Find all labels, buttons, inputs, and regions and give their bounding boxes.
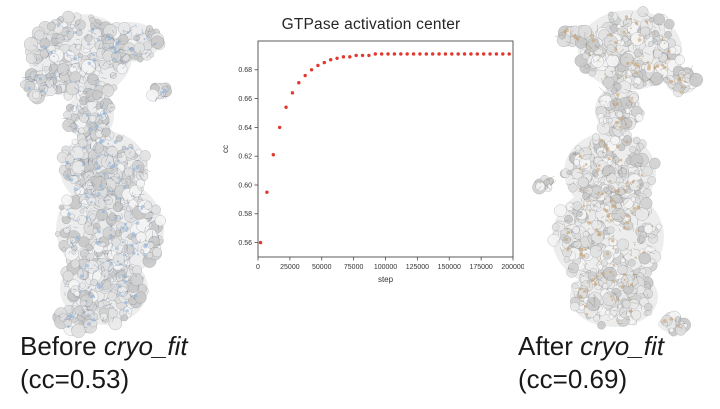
chart-panel: GTPase activation center 0 25000 50000 7500… — [218, 8, 524, 292]
svg-text:step: step — [378, 275, 394, 284]
after-structure-image — [532, 6, 704, 337]
left-caption-cc-value: (cc=0.53) — [20, 364, 130, 395]
svg-text:0.66: 0.66 — [238, 96, 252, 103]
before-structure-image — [19, 10, 172, 338]
svg-text:0: 0 — [256, 264, 260, 271]
right-caption-program-name: cryo_fit — [580, 331, 664, 361]
right-caption-line1: After cryo_fit — [518, 330, 664, 363]
svg-text:0.60: 0.60 — [238, 182, 252, 189]
svg-text:0.68: 0.68 — [238, 67, 252, 74]
svg-text:25000: 25000 — [280, 264, 300, 271]
right-caption-prefix: After — [518, 331, 581, 361]
svg-text:100000: 100000 — [374, 264, 397, 271]
left-caption-program-name: cryo_fit — [103, 331, 188, 361]
left-caption: Before cryo_fit (cc=0.53) — [20, 330, 188, 397]
left-caption-line1: Before cryo_fit — [20, 330, 188, 363]
svg-text:75000: 75000 — [344, 264, 364, 271]
svg-text:0.64: 0.64 — [238, 125, 252, 132]
svg-text:150000: 150000 — [438, 264, 461, 271]
svg-text:0.58: 0.58 — [238, 211, 252, 218]
chart-title: GTPase activation center — [281, 16, 461, 33]
right-caption-cc-value: (cc=0.69) — [518, 364, 628, 395]
cc-vs-step-scatter-plot: 0 25000 50000 75000 100000 125000 150000 175000… — [221, 40, 524, 284]
svg-text:200000: 200000 — [501, 264, 524, 271]
svg-text:50000: 50000 — [312, 264, 332, 271]
svg-text:175000: 175000 — [469, 264, 492, 271]
svg-text:125000: 125000 — [406, 264, 429, 271]
svg-text:0.56: 0.56 — [238, 240, 252, 247]
svg-text:0.62: 0.62 — [238, 154, 252, 161]
svg-text:cc: cc — [221, 145, 230, 153]
right-caption: After cryo_fit (cc=0.69) — [518, 330, 664, 397]
left-caption-prefix: Before — [20, 331, 104, 361]
